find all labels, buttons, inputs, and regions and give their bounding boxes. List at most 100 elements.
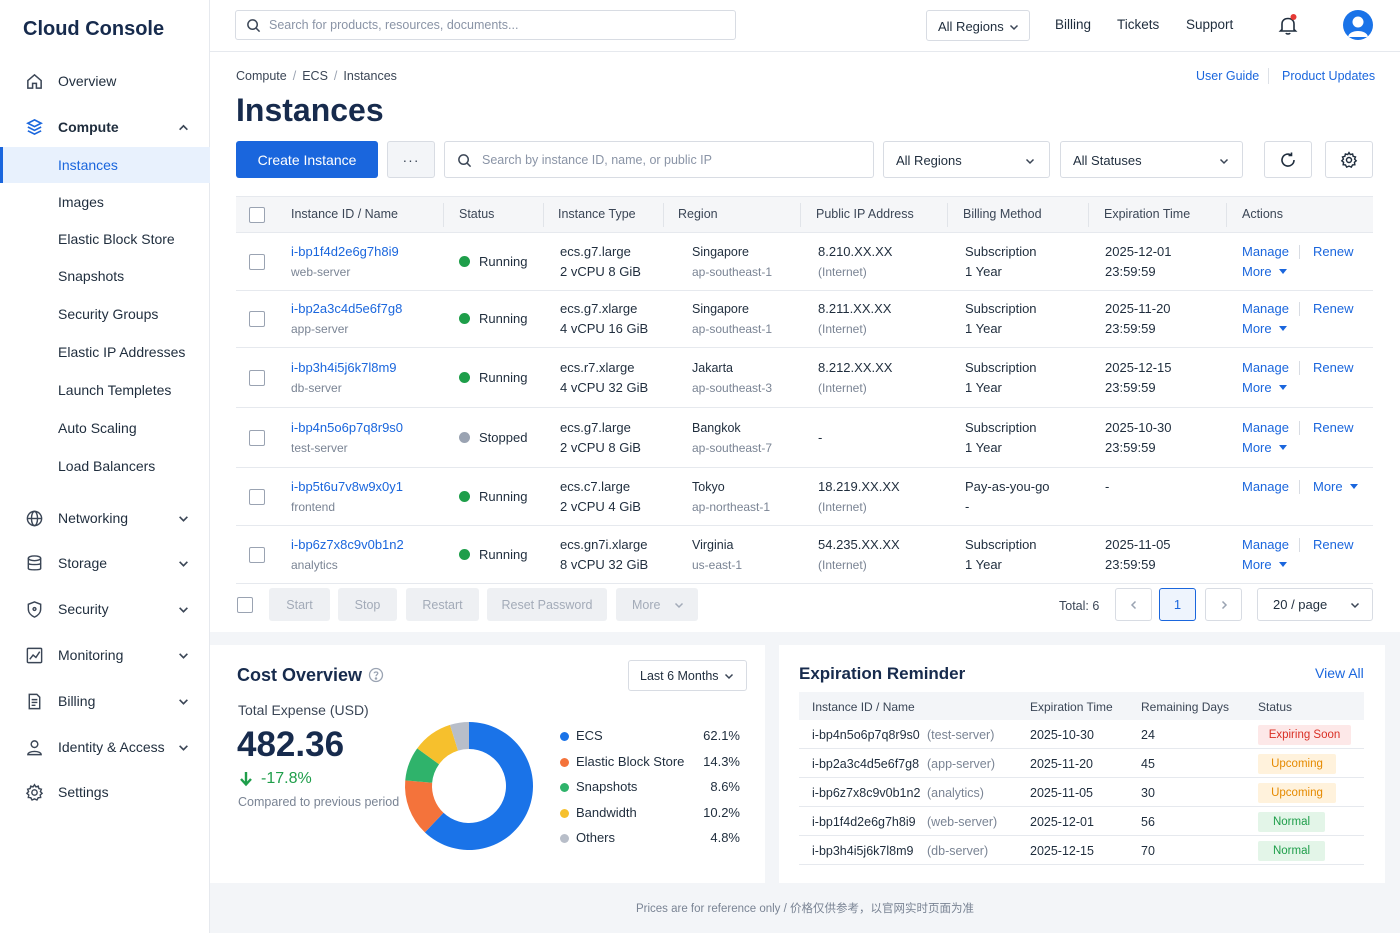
- restart-button[interactable]: Restart: [406, 588, 479, 621]
- help-icon[interactable]: [368, 667, 384, 683]
- donut-slice-others[interactable]: [449, 722, 469, 751]
- select-all-checkbox[interactable]: [249, 207, 265, 223]
- start-button[interactable]: Start: [269, 588, 330, 621]
- manage-link[interactable]: Manage: [1242, 244, 1289, 259]
- sidebar-item-images[interactable]: Images: [0, 184, 210, 220]
- row-checkbox[interactable]: [249, 370, 265, 386]
- user-guide-link[interactable]: User Guide: [1196, 69, 1260, 83]
- breadcrumb-ecs[interactable]: ECS: [302, 69, 328, 83]
- instance-id-link[interactable]: i-bp6z7x8c9v0b1n2: [291, 537, 404, 552]
- instance-id-link[interactable]: i-bp1f4d2e6g7h8i9: [291, 244, 399, 259]
- instance-id-link[interactable]: i-bp3h4i5j6k7l8m9: [291, 360, 397, 375]
- create-instance-button[interactable]: Create Instance: [236, 141, 378, 178]
- sidebar-item-elastic-ip[interactable]: Elastic IP Addresses: [0, 334, 210, 370]
- nav-identity[interactable]: Identity & Access: [0, 729, 210, 765]
- nav-overview[interactable]: Overview: [0, 63, 210, 99]
- renew-link[interactable]: Renew: [1313, 420, 1354, 435]
- renew-link[interactable]: Renew: [1313, 301, 1354, 316]
- global-search-placeholder: Search for products, resources, document…: [269, 18, 519, 32]
- column-header[interactable]: Region: [678, 207, 718, 221]
- nav-compute[interactable]: Compute: [0, 109, 210, 145]
- product-updates-link[interactable]: Product Updates: [1282, 69, 1376, 83]
- notifications-button[interactable]: [1277, 14, 1299, 36]
- more-link[interactable]: More: [1242, 440, 1272, 455]
- sidebar-item-launch-templates[interactable]: Launch Templetes: [0, 372, 210, 408]
- nav-networking[interactable]: Networking: [0, 500, 210, 536]
- nav-settings[interactable]: Settings: [0, 774, 210, 810]
- more-link[interactable]: More: [1242, 321, 1272, 336]
- row-checkbox[interactable]: [249, 311, 265, 327]
- breadcrumb-compute[interactable]: Compute: [236, 69, 287, 83]
- nav-storage[interactable]: Storage: [0, 545, 210, 581]
- manage-link[interactable]: Manage: [1242, 420, 1289, 435]
- manage-link[interactable]: Manage: [1242, 360, 1289, 375]
- renew-link[interactable]: Renew: [1313, 360, 1354, 375]
- reset-password-button[interactable]: Reset Password: [487, 588, 607, 621]
- table-settings-button[interactable]: [1325, 141, 1373, 178]
- column-header[interactable]: Instance ID / Name: [291, 207, 398, 221]
- instance-id-link[interactable]: i-bp2a3c4d5e6f7g8: [291, 301, 403, 316]
- expiring-instance-id[interactable]: i-bp6z7x8c9v0b1n2: [812, 786, 921, 800]
- expiring-instance-id[interactable]: i-bp4n5o6p7q8r9s0: [812, 728, 920, 742]
- expiring-instance-id[interactable]: i-bp2a3c4d5e6f7g8: [812, 757, 920, 771]
- region-selector[interactable]: All Regions: [926, 10, 1030, 41]
- column-header[interactable]: Public IP Address: [816, 207, 914, 221]
- more-link[interactable]: More: [1242, 557, 1272, 572]
- stop-button[interactable]: Stop: [338, 588, 397, 621]
- more-actions-button[interactable]: ···: [387, 141, 435, 178]
- manage-link[interactable]: Manage: [1242, 301, 1289, 316]
- instance-search-input[interactable]: Search by instance ID, name, or public I…: [444, 141, 874, 178]
- refresh-button[interactable]: [1264, 141, 1312, 178]
- more-link[interactable]: More: [1313, 479, 1343, 494]
- region-filter-select[interactable]: All Regions: [883, 141, 1050, 178]
- region-zone: ap-southeast-7: [692, 441, 773, 455]
- nav-billing[interactable]: Billing: [0, 683, 210, 719]
- date-range-select[interactable]: Last 6 Months: [628, 660, 747, 691]
- sidebar-item-snapshots[interactable]: Snapshots: [0, 258, 210, 294]
- more-link[interactable]: More: [1242, 264, 1272, 279]
- page-1-button[interactable]: 1: [1159, 588, 1196, 621]
- sidebar-item-instances[interactable]: Instances: [0, 147, 210, 183]
- next-page-button[interactable]: [1205, 588, 1242, 621]
- column-header[interactable]: Expiration Time: [1104, 207, 1191, 221]
- instance-id-link[interactable]: i-bp5t6u7v8w9x0y1: [291, 479, 404, 494]
- avatar[interactable]: [1343, 10, 1373, 40]
- manage-link[interactable]: Manage: [1242, 537, 1289, 552]
- expiring-instance-id[interactable]: i-bp1f4d2e6g7h8i9: [812, 815, 916, 829]
- bulk-more-button[interactable]: More: [616, 588, 698, 621]
- manage-link[interactable]: Manage: [1242, 479, 1289, 494]
- donut-slice-bandwidth[interactable]: [417, 724, 459, 765]
- row-checkbox[interactable]: [249, 430, 265, 446]
- expiration-table-header: Instance ID / Name Expiration Time Remai…: [799, 692, 1364, 720]
- tickets-link[interactable]: Tickets: [1117, 17, 1160, 32]
- bulk-select-checkbox[interactable]: [237, 597, 253, 613]
- renew-link[interactable]: Renew: [1313, 244, 1354, 259]
- renew-link[interactable]: Renew: [1313, 537, 1354, 552]
- row-checkbox[interactable]: [249, 547, 265, 563]
- donut-slice-ecs[interactable]: [424, 722, 533, 850]
- view-all-link[interactable]: View All: [1315, 665, 1364, 681]
- global-search-input[interactable]: Search for products, resources, document…: [235, 10, 736, 40]
- column-header[interactable]: Status: [459, 207, 495, 221]
- sidebar-item-load-balancers[interactable]: Load Balancers: [0, 448, 210, 484]
- row-checkbox[interactable]: [249, 489, 265, 505]
- sidebar-item-security-groups[interactable]: Security Groups: [0, 296, 210, 332]
- nav-security[interactable]: Security: [0, 591, 210, 627]
- sidebar-item-auto-scaling[interactable]: Auto Scaling: [0, 410, 210, 446]
- expiring-instance-id[interactable]: i-bp3h4i5j6k7l8m9: [812, 844, 914, 858]
- column-header[interactable]: Billing Method: [963, 207, 1042, 221]
- page-size-select[interactable]: 20 / page: [1257, 588, 1373, 621]
- support-link[interactable]: Support: [1186, 17, 1234, 32]
- row-checkbox[interactable]: [249, 254, 265, 270]
- prev-page-button[interactable]: [1115, 588, 1152, 621]
- billing-link[interactable]: Billing: [1055, 17, 1092, 32]
- expiration-time: 23:59:59: [1105, 557, 1156, 572]
- instance-id-link[interactable]: i-bp4n5o6p7q8r9s0: [291, 420, 404, 435]
- donut-slice-elastic-block-store[interactable]: [405, 780, 444, 833]
- more-link[interactable]: More: [1242, 380, 1272, 395]
- nav-monitoring[interactable]: Monitoring: [0, 637, 210, 673]
- sidebar-item-elastic-block-store[interactable]: Elastic Block Store: [0, 221, 210, 257]
- column-header[interactable]: Instance Type: [558, 207, 636, 221]
- donut-slice-snapshots[interactable]: [405, 748, 440, 783]
- status-filter-select[interactable]: All Statuses: [1060, 141, 1243, 178]
